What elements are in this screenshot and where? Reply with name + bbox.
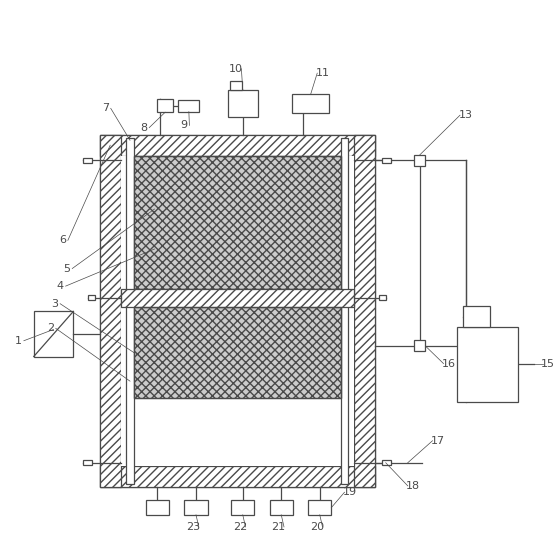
Text: 21: 21 — [271, 522, 286, 532]
Bar — [134, 307, 341, 398]
Text: 1: 1 — [15, 336, 22, 346]
Bar — [383, 460, 391, 465]
Text: 23: 23 — [186, 522, 201, 532]
Text: 15: 15 — [541, 359, 555, 370]
Bar — [134, 156, 341, 289]
Bar — [100, 135, 121, 487]
Bar — [134, 156, 341, 289]
Bar — [34, 311, 74, 356]
Bar — [121, 289, 354, 307]
Text: 17: 17 — [431, 436, 445, 446]
Bar — [184, 500, 208, 515]
Bar — [100, 466, 375, 487]
Bar — [146, 500, 169, 515]
Bar — [178, 100, 199, 112]
Bar — [457, 327, 518, 402]
Text: 13: 13 — [458, 110, 472, 120]
Text: 16: 16 — [442, 359, 456, 369]
Bar — [354, 135, 375, 487]
Text: 10: 10 — [229, 64, 243, 74]
Bar — [158, 99, 173, 112]
Bar — [308, 500, 331, 515]
Bar — [231, 500, 255, 515]
Text: 4: 4 — [57, 281, 63, 291]
Bar — [126, 138, 134, 484]
Bar — [414, 155, 426, 166]
Bar — [88, 295, 95, 300]
Bar — [383, 158, 391, 163]
Text: 20: 20 — [310, 522, 324, 532]
Bar — [228, 90, 258, 117]
Bar — [341, 138, 348, 484]
Text: 22: 22 — [233, 522, 247, 532]
Bar — [231, 81, 242, 90]
Bar — [100, 135, 375, 156]
Text: 3: 3 — [51, 299, 58, 309]
Text: 18: 18 — [406, 481, 421, 491]
Bar — [83, 460, 92, 465]
Bar — [292, 94, 329, 113]
Text: 2: 2 — [47, 323, 54, 333]
Bar — [379, 295, 387, 300]
Text: 19: 19 — [343, 487, 357, 497]
Bar — [134, 307, 341, 398]
Text: 9: 9 — [180, 120, 188, 130]
Bar — [270, 500, 293, 515]
Bar — [463, 306, 490, 327]
Text: 6: 6 — [59, 235, 66, 245]
Bar — [100, 135, 375, 487]
Bar — [414, 340, 426, 351]
Text: 7: 7 — [102, 103, 109, 113]
Text: 11: 11 — [316, 68, 330, 78]
Bar — [134, 398, 341, 466]
Bar — [83, 158, 92, 163]
Bar — [121, 156, 354, 466]
Text: 8: 8 — [140, 123, 147, 133]
Text: 5: 5 — [63, 263, 70, 273]
